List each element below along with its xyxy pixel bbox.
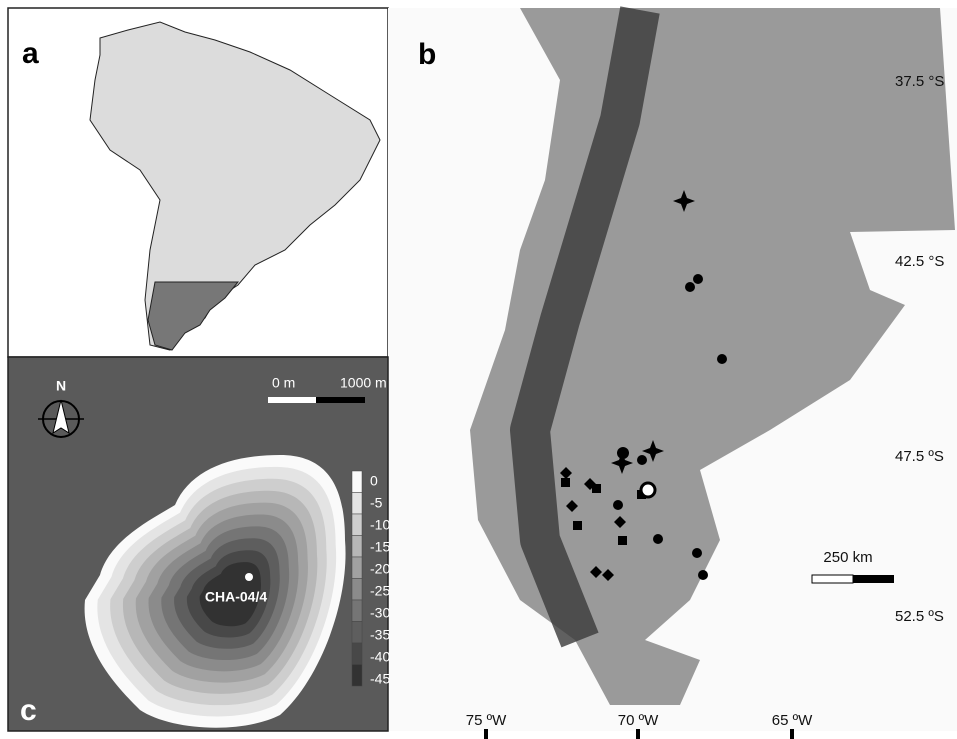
legend-swatch	[352, 622, 362, 644]
legend-label: -35	[370, 627, 390, 643]
scale-bar	[853, 575, 894, 583]
longitude-label: 70 ºW	[618, 712, 659, 729]
figure: a b 250 km CHA-04/4 N 0 m 1000 m 0 -5 -10 -1…	[0, 0, 957, 739]
scale-bar	[812, 575, 853, 583]
legend-swatch	[352, 600, 362, 622]
site-marker	[245, 573, 253, 581]
scale-label: 250 km	[823, 549, 872, 566]
legend-label: -15	[370, 539, 390, 555]
panel-label: b	[418, 38, 436, 71]
core-site	[641, 483, 655, 497]
scale-bar	[316, 397, 365, 403]
panel-label: c	[20, 694, 37, 727]
legend-label: -45	[370, 671, 390, 687]
legend-label: 0	[370, 473, 378, 489]
panel-label: a	[22, 37, 39, 70]
legend-swatch	[352, 579, 362, 601]
legend-swatch	[352, 471, 362, 493]
legend-swatch	[352, 643, 362, 665]
legend-label: -40	[370, 649, 390, 665]
legend-label: -10	[370, 517, 390, 533]
longitude-label: 75 ºW	[466, 712, 507, 729]
legend-label: -5	[370, 495, 383, 511]
legend-label: -20	[370, 561, 390, 577]
site-label: CHA-04/4	[205, 589, 267, 605]
scale-bar	[268, 397, 316, 403]
legend-label: -30	[370, 605, 390, 621]
legend-swatch	[352, 536, 362, 558]
legend-swatch	[352, 557, 362, 579]
legend-label: -25	[370, 583, 390, 599]
scale-label: 0 m	[272, 375, 295, 391]
longitude-label: 65 ºW	[772, 712, 813, 729]
latitude-label: 52.5 ºS	[895, 608, 944, 625]
legend-swatch	[352, 665, 362, 687]
legend-swatch	[352, 493, 362, 515]
legend-swatch	[352, 514, 362, 536]
latitude-label: 37.5 °S	[895, 73, 944, 90]
scale-label: 1000 m	[340, 375, 387, 391]
latitude-label: 47.5 ºS	[895, 448, 944, 465]
latitude-label: 42.5 °S	[895, 253, 944, 270]
north-label: N	[56, 378, 66, 394]
